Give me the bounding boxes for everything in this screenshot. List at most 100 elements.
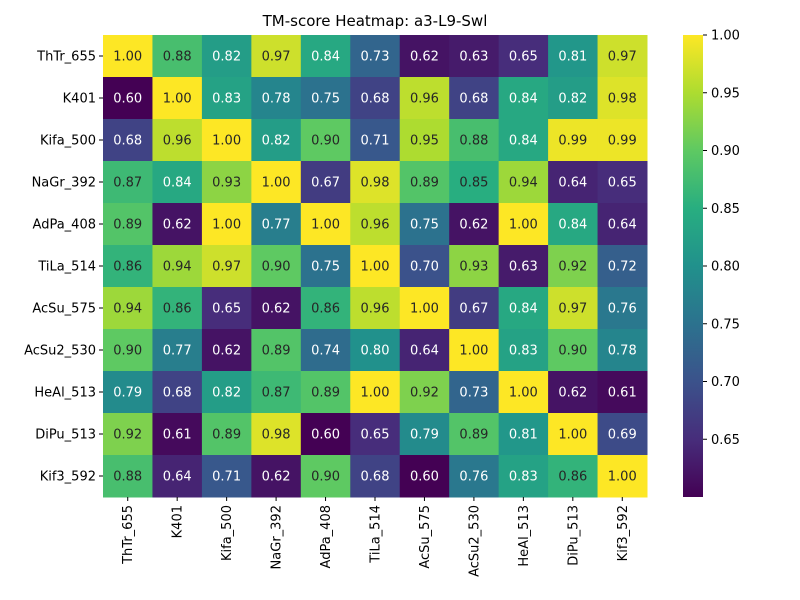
cell-value-label: 0.90 (311, 470, 340, 485)
heatmap-cell (251, 203, 302, 246)
cell-value-label: 0.83 (212, 92, 241, 107)
cell-value-label: 1.00 (163, 92, 192, 107)
cell-value-label: 0.68 (459, 92, 488, 107)
cell-value-label: 0.67 (311, 176, 340, 191)
cell-value-label: 0.96 (361, 218, 390, 233)
cell-value-label: 1.00 (608, 470, 637, 485)
cell-value-label: 0.80 (361, 344, 390, 359)
heatmap-cell (399, 455, 450, 498)
heatmap-cell (201, 77, 252, 120)
heatmap-cell (251, 119, 302, 162)
heatmap-cell (201, 203, 252, 246)
colorbar-tick-label: 1.00 (711, 29, 740, 44)
cell-value-label: 0.67 (459, 302, 488, 317)
heatmap-cell (498, 455, 549, 498)
heatmap-cell (152, 371, 203, 414)
cell-value-label: 0.98 (361, 176, 390, 191)
cell-value-label: 0.64 (558, 176, 587, 191)
cell-value-label: 0.96 (163, 134, 192, 149)
heatmap-cell (300, 161, 351, 204)
heatmap-cell (449, 161, 500, 204)
heatmap-cell (201, 329, 252, 372)
heatmap-cell (548, 119, 599, 162)
heatmap-cell (350, 161, 401, 204)
heatmap-cell (350, 203, 401, 246)
cell-value-label: 0.99 (608, 134, 637, 149)
heatmap-cell (251, 77, 302, 120)
cell-value-label: 0.81 (558, 50, 587, 65)
heatmap-cell (152, 203, 203, 246)
cell-value-label: 0.98 (608, 92, 637, 107)
cell-value-label: 0.89 (262, 344, 291, 359)
cell-value-label: 0.92 (113, 428, 142, 443)
heatmap-cell (350, 329, 401, 372)
heatmap-cell (399, 329, 450, 372)
heatmap-cell (597, 35, 648, 78)
cell-value-label: 1.00 (509, 386, 538, 401)
heatmap-cell (300, 119, 351, 162)
cell-value-label: 0.75 (410, 218, 439, 233)
cell-value-label: 1.00 (361, 260, 390, 275)
cell-value-label: 0.76 (459, 470, 488, 485)
cell-value-label: 0.89 (311, 386, 340, 401)
heatmap-cell (597, 371, 648, 414)
heatmap-cell (251, 329, 302, 372)
col-tick-label: AdPa_408 (319, 505, 334, 568)
row-tick-label: AcSu_575 (32, 302, 96, 317)
row-tick-label: Kif3_592 (40, 470, 96, 485)
heatmap-cell (152, 245, 203, 288)
heatmap-cell (103, 371, 153, 414)
colorbar-axis: 0.65 0.70 0.75 0.80 0.85 0.90 0.95 1.00 (703, 29, 740, 448)
colorbar-tick-label: 0.90 (711, 144, 740, 159)
heatmap-cell (597, 203, 648, 246)
cell-value-label: 0.86 (163, 302, 192, 317)
cell-value-label: 0.89 (459, 428, 488, 443)
cell-value-label: 0.84 (163, 176, 192, 191)
cell-value-label: 0.97 (608, 50, 637, 65)
cell-value-label: 0.84 (311, 50, 340, 65)
cell-value-label: 0.92 (558, 260, 587, 275)
cell-value-label: 0.74 (311, 344, 340, 359)
heatmap-cell (103, 455, 153, 498)
cell-value-label: 0.64 (163, 470, 192, 485)
heatmap-cell (300, 371, 351, 414)
heatmap-cell (103, 413, 153, 456)
cell-value-label: 0.61 (608, 386, 637, 401)
cell-value-label: 0.71 (212, 470, 241, 485)
heatmap-cell (498, 203, 549, 246)
heatmap-cell (449, 371, 500, 414)
row-tick-label: NaGr_392 (32, 176, 96, 191)
cell-value-label: 0.97 (262, 50, 291, 65)
heatmap-cell (300, 455, 351, 498)
heatmap-cell (449, 245, 500, 288)
heatmap-cell (449, 287, 500, 330)
cell-value-label: 0.73 (459, 386, 488, 401)
row-tick-label: K401 (63, 92, 96, 107)
cell-value-label: 0.82 (212, 386, 241, 401)
heatmap-cell (251, 371, 302, 414)
heatmap-cell (498, 35, 549, 78)
col-tick-label: AcSu_575 (418, 505, 433, 569)
heatmap-cell (350, 77, 401, 120)
heatmap-cell (300, 413, 351, 456)
heatmap-cell (251, 287, 302, 330)
cell-value-label: 0.62 (262, 302, 291, 317)
cell-value-label: 1.00 (262, 176, 291, 191)
heatmap-cell (300, 329, 351, 372)
cell-value-label: 0.94 (509, 176, 538, 191)
cell-value-label: 0.62 (410, 50, 439, 65)
heatmap-cell (251, 245, 302, 288)
row-tick-label: HeAl_513 (34, 386, 96, 401)
heatmap-cell (548, 329, 599, 372)
row-tick-label: AcSu2_530 (24, 344, 96, 359)
row-tick-label: ThTr_655 (36, 50, 96, 65)
heatmap-cell (300, 203, 351, 246)
cell-value-label: 0.95 (410, 134, 439, 149)
heatmap-cell (103, 161, 153, 204)
heatmap-cell (103, 77, 153, 120)
heatmap-cell (152, 413, 203, 456)
cell-value-label: 0.84 (509, 134, 538, 149)
cell-value-label: 0.65 (212, 302, 241, 317)
heatmap-cell (399, 245, 450, 288)
heatmap-cell (548, 413, 599, 456)
